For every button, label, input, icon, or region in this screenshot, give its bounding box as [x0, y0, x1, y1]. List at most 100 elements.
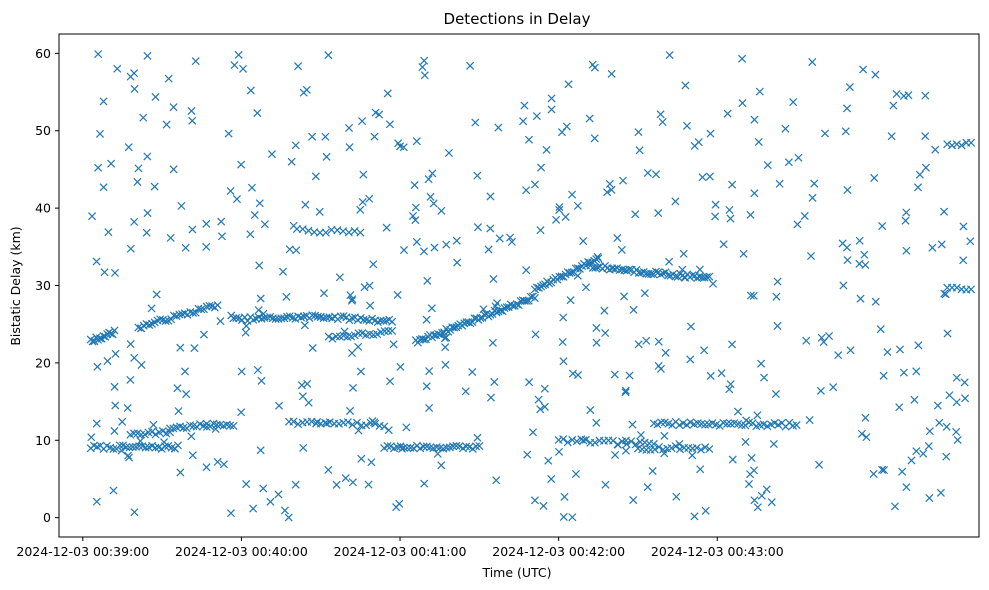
data-point-noise — [937, 240, 946, 249]
data-point-track-low-8 — [657, 418, 666, 427]
data-point-noise — [354, 426, 363, 435]
data-point-noise — [621, 436, 631, 445]
data-point-track-low-5 — [475, 441, 484, 451]
data-point-noise — [495, 234, 504, 243]
data-point-noise — [256, 446, 265, 455]
data-point-noise — [162, 120, 171, 129]
data-point-track-mid-2 — [213, 301, 222, 310]
data-point-noise — [889, 101, 898, 110]
data-point-noise — [642, 336, 651, 345]
data-point-noise — [746, 470, 755, 479]
data-point-noise — [382, 223, 391, 232]
data-point-noise — [613, 440, 623, 449]
data-point-noise — [636, 430, 645, 440]
data-point-noise — [137, 360, 146, 369]
data-point-noise — [660, 449, 669, 458]
data-point-noise — [369, 260, 378, 269]
data-point-noise — [686, 355, 695, 364]
data-point-noise — [452, 236, 461, 245]
data-point-track-mid-9 — [356, 228, 365, 237]
data-point-noise — [936, 488, 945, 497]
data-point-track-mid-2 — [188, 308, 198, 317]
data-point-noise — [860, 250, 869, 259]
data-point-noise — [110, 426, 119, 435]
data-point-noise — [113, 64, 122, 73]
data-point-noise — [126, 375, 135, 384]
data-point-noise — [688, 451, 697, 460]
data-point-noise — [862, 433, 871, 442]
data-point-track-low-1 — [115, 441, 124, 450]
data-point-noise — [643, 168, 652, 178]
data-point-noise — [870, 173, 879, 182]
data-point-noise — [562, 122, 571, 131]
x-tick-label: 2024-12-03 00:39:00 — [16, 544, 149, 559]
data-point-noise — [211, 424, 220, 434]
data-point-noise — [566, 296, 575, 305]
data-point-noise — [358, 117, 367, 126]
data-point-noise — [559, 313, 568, 322]
data-point-noise — [444, 148, 453, 157]
data-point-noise — [621, 386, 630, 395]
data-point-noise — [728, 340, 737, 349]
data-point-noise — [742, 416, 751, 425]
data-point-noise — [520, 101, 529, 110]
data-point-track-low-8 — [723, 419, 732, 428]
data-point-track-mid-6 — [502, 303, 511, 312]
data-point-track-low-5 — [452, 441, 461, 450]
data-point-track-mid-5 — [332, 332, 341, 341]
data-point-track-low-4 — [362, 421, 371, 430]
data-point-noise — [486, 393, 496, 402]
data-point-track-mid-8 — [625, 265, 634, 274]
data-point-noise — [741, 437, 750, 446]
data-point-noise — [690, 512, 699, 521]
data-point-noise — [671, 197, 680, 206]
data-point-noise — [726, 214, 735, 223]
data-point-noise — [490, 377, 499, 386]
data-point-track-low-2 — [147, 427, 157, 436]
plot-area — [86, 50, 976, 522]
data-point-noise — [275, 401, 284, 410]
x-tick-label: 2024-12-03 00:42:00 — [492, 544, 625, 559]
data-point-noise — [441, 343, 450, 352]
data-point-noise — [744, 480, 753, 489]
data-point-noise — [528, 428, 538, 437]
data-point-noise — [559, 512, 568, 521]
data-point-noise — [170, 444, 180, 453]
data-point-noise — [895, 403, 904, 412]
data-point-noise — [134, 164, 143, 173]
data-point-track-low-7 — [667, 444, 676, 453]
data-point-track-high-2 — [967, 285, 976, 294]
data-point-noise — [429, 199, 438, 208]
data-point-noise — [298, 392, 307, 401]
data-point-noise — [640, 289, 649, 298]
data-point-noise — [143, 51, 152, 60]
data-point-track-mid-6 — [476, 313, 485, 322]
data-point-noise — [890, 502, 899, 511]
data-point-noise — [344, 123, 354, 132]
data-point-noise — [773, 321, 782, 330]
data-point-noise — [425, 367, 434, 376]
data-point-track-mid-5 — [388, 326, 397, 335]
data-point-noise — [672, 492, 681, 501]
data-point-noise — [246, 86, 255, 95]
data-point-noise — [701, 506, 710, 515]
data-point-noise — [291, 480, 300, 489]
data-point-noise — [418, 63, 427, 72]
data-point-track-low-3 — [226, 421, 235, 430]
data-point-noise — [425, 403, 434, 413]
data-point-noise — [793, 220, 802, 229]
data-point-track-low-4 — [343, 418, 352, 427]
y-tick-label: 30 — [35, 278, 51, 293]
data-point-track-mid-2 — [197, 305, 206, 314]
data-point-track-low-3 — [202, 422, 211, 431]
data-point-noise — [433, 449, 442, 458]
data-point-track-low-2 — [137, 430, 146, 439]
data-point-noise — [753, 503, 762, 512]
y-axis: 0 10 20 30 40 50 60 — [35, 46, 59, 525]
data-point-noise — [440, 334, 449, 343]
data-point-noise — [555, 202, 564, 212]
data-point-track-low-7 — [654, 442, 663, 452]
data-point-noise — [345, 406, 355, 415]
data-point-noise — [658, 118, 667, 127]
data-point-track-low-6 — [563, 438, 572, 447]
